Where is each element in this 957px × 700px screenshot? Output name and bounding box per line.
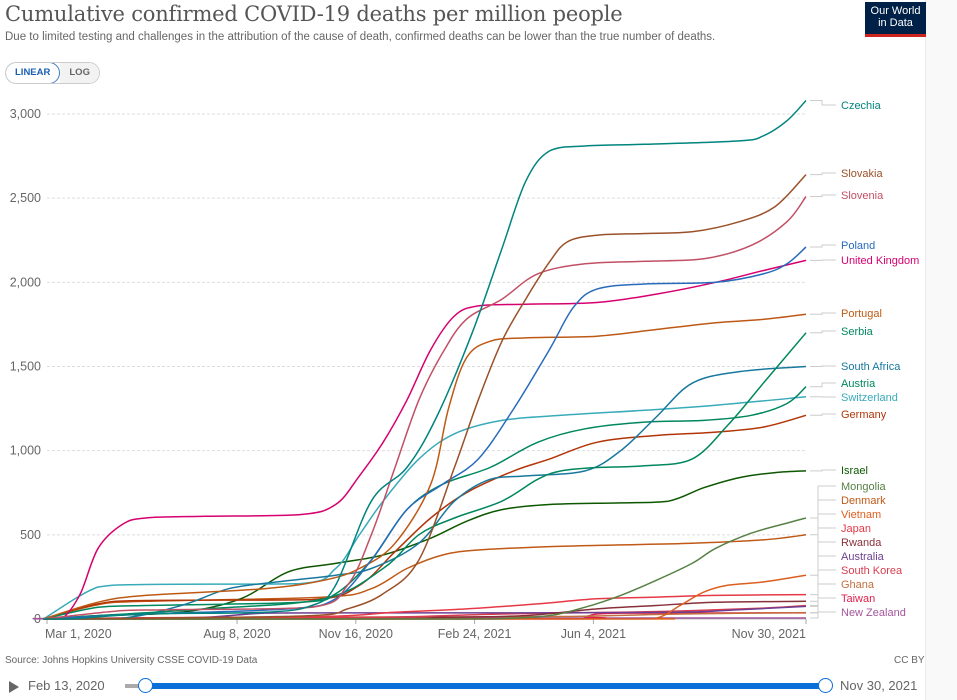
timeline-end-handle[interactable] [818,678,833,693]
series-label-taiwan[interactable]: Taiwan [841,593,875,605]
x-tick-label: Mar 1, 2020 [45,627,112,640]
timeline-track-active[interactable] [145,683,825,689]
series-label-south-korea[interactable]: South Korea [841,565,903,577]
series-line-south-africa[interactable] [43,365,807,620]
source-note: Source: Johns Hopkins University CSSE CO… [5,655,258,666]
label-connector [810,541,836,602]
label-connector [810,513,836,576]
series-line-slovenia[interactable] [43,196,807,620]
series-line-czechia[interactable] [43,99,807,620]
series-line-slovakia[interactable] [43,174,807,620]
series-label-germany[interactable]: Germany [841,409,887,421]
series-line-mongolia[interactable] [43,517,807,620]
x-tick-label: Nov 16, 2020 [319,627,393,640]
logo-line-1: Our World [870,5,921,17]
y-tick-label: 2,500 [10,191,41,205]
series-label-mongolia[interactable]: Mongolia [841,481,887,493]
timeline-end-date: Nov 30, 2021 [840,678,918,693]
series-line-serbia[interactable] [43,332,807,620]
label-connector [810,382,836,388]
x-axis: Mar 1, 2020 Aug 8, 2020 Nov 16, 2020 Feb 24… [45,618,807,640]
label-connector [810,499,836,536]
label-connector [810,485,836,519]
grid-lines [47,113,806,536]
timeline-start-date: Feb 13, 2020 [28,678,105,693]
series-line-portugal[interactable] [43,313,807,620]
owid-logo[interactable]: Our World in Data [865,2,926,37]
series-label-poland[interactable]: Poland [841,240,875,252]
label-connector [810,469,836,472]
series-label-united-kingdom[interactable]: United Kingdom [841,255,919,267]
x-tick-label: Aug 8, 2020 [203,627,270,640]
series-line-austria[interactable] [43,386,807,620]
x-tick-label: Jun 4, 2021 [561,627,626,640]
series-label-portugal[interactable]: Portugal [841,308,882,320]
y-tick-label: 500 [20,528,41,542]
series-label-ghana[interactable]: Ghana [841,579,875,591]
series-line-united-kingdom[interactable] [43,259,807,620]
series-label-denmark[interactable]: Denmark [841,495,886,507]
logo-line-2: in Data [878,17,913,29]
y-tick-label: 2,000 [10,275,41,289]
series-label-slovenia[interactable]: Slovenia [841,190,884,202]
series-label-australia[interactable]: Australia [841,551,885,563]
label-connector [810,194,836,197]
label-connector [810,527,836,596]
label-connector [810,312,836,315]
side-panel [925,0,957,700]
timeline-slider[interactable]: Feb 13, 2020 Nov 30, 2021 [0,676,925,696]
x-tick-label: Feb 24, 2021 [438,627,512,640]
series-label-czechia[interactable]: Czechia [841,100,882,112]
series-line-switzerland[interactable] [43,396,807,620]
series-label-vietnam[interactable]: Vietnam [841,509,881,521]
series-label-south-africa[interactable]: South Africa [841,361,901,373]
series-lines [32,99,807,620]
label-connector [810,555,836,607]
label-connector [810,100,836,106]
scale-toggle: LINEAR LOG [5,62,100,84]
label-connector [810,413,836,416]
x-tick-label: Nov 30, 2021 [732,627,806,640]
series-label-new-zealand[interactable]: New Zealand [841,607,906,619]
label-connector [810,172,836,176]
chart-title: Cumulative confirmed COVID-19 deaths per… [5,2,623,26]
y-tick-label: 1,500 [10,360,41,374]
y-tick-label: 3,000 [10,107,41,121]
series-label-serbia[interactable]: Serbia [841,326,874,338]
y-tick-label: 1,000 [10,444,41,458]
label-connector [810,597,836,614]
series-label-israel[interactable]: Israel [841,465,868,477]
series-label-austria[interactable]: Austria [841,378,876,390]
series-line-israel[interactable] [43,470,807,620]
series-end-labels: Czechia Slovakia Slovenia Poland United King… [810,100,919,619]
label-connector [810,244,836,248]
license-link[interactable]: CC BY [894,655,925,666]
play-icon[interactable] [9,681,19,693]
timeline-start-handle[interactable] [138,678,153,693]
timeline-track-inactive [125,684,145,688]
linear-scale-button[interactable]: LINEAR [5,63,61,83]
label-connector [810,330,836,334]
label-connector [810,365,836,367]
chart-subtitle: Due to limited testing and challenges in… [5,31,716,43]
label-connector [810,611,836,619]
series-label-slovakia[interactable]: Slovakia [841,168,883,180]
series-label-japan[interactable]: Japan [841,523,871,535]
series-label-switzerland[interactable]: Switzerland [841,392,898,404]
log-scale-button[interactable]: LOG [60,63,99,83]
series-label-rwanda[interactable]: Rwanda [841,537,882,549]
